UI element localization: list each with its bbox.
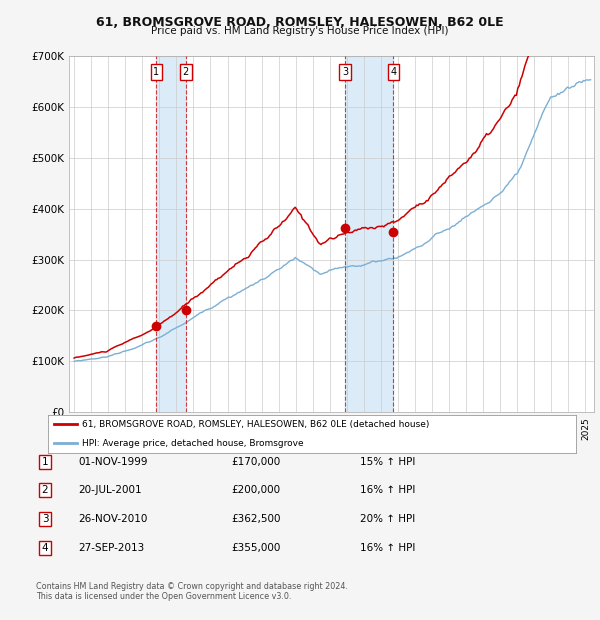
Bar bbox=[157, 56, 186, 412]
Text: 01-NOV-1999: 01-NOV-1999 bbox=[78, 457, 148, 467]
Text: 2: 2 bbox=[41, 485, 49, 495]
Text: 20% ↑ HPI: 20% ↑ HPI bbox=[360, 514, 415, 524]
Text: 61, BROMSGROVE ROAD, ROMSLEY, HALESOWEN, B62 0LE (detached house): 61, BROMSGROVE ROAD, ROMSLEY, HALESOWEN,… bbox=[82, 420, 430, 429]
Text: 15% ↑ HPI: 15% ↑ HPI bbox=[360, 457, 415, 467]
Text: £170,000: £170,000 bbox=[231, 457, 280, 467]
Text: 26-NOV-2010: 26-NOV-2010 bbox=[78, 514, 148, 524]
Bar bbox=[345, 56, 394, 412]
Text: Price paid vs. HM Land Registry's House Price Index (HPI): Price paid vs. HM Land Registry's House … bbox=[151, 26, 449, 36]
Text: HPI: Average price, detached house, Bromsgrove: HPI: Average price, detached house, Brom… bbox=[82, 439, 304, 448]
Text: £355,000: £355,000 bbox=[231, 543, 280, 553]
Text: 1: 1 bbox=[41, 457, 49, 467]
Text: Contains HM Land Registry data © Crown copyright and database right 2024.
This d: Contains HM Land Registry data © Crown c… bbox=[36, 582, 348, 601]
Text: 16% ↑ HPI: 16% ↑ HPI bbox=[360, 543, 415, 553]
Text: 1: 1 bbox=[154, 67, 160, 77]
Text: 16% ↑ HPI: 16% ↑ HPI bbox=[360, 485, 415, 495]
Text: 3: 3 bbox=[342, 67, 348, 77]
Text: 20-JUL-2001: 20-JUL-2001 bbox=[78, 485, 142, 495]
Text: £200,000: £200,000 bbox=[231, 485, 280, 495]
Text: £362,500: £362,500 bbox=[231, 514, 281, 524]
Text: 2: 2 bbox=[182, 67, 189, 77]
Text: 4: 4 bbox=[41, 543, 49, 553]
Text: 27-SEP-2013: 27-SEP-2013 bbox=[78, 543, 144, 553]
Text: 61, BROMSGROVE ROAD, ROMSLEY, HALESOWEN, B62 0LE: 61, BROMSGROVE ROAD, ROMSLEY, HALESOWEN,… bbox=[96, 16, 504, 29]
Text: 3: 3 bbox=[41, 514, 49, 524]
Text: 4: 4 bbox=[391, 67, 397, 77]
